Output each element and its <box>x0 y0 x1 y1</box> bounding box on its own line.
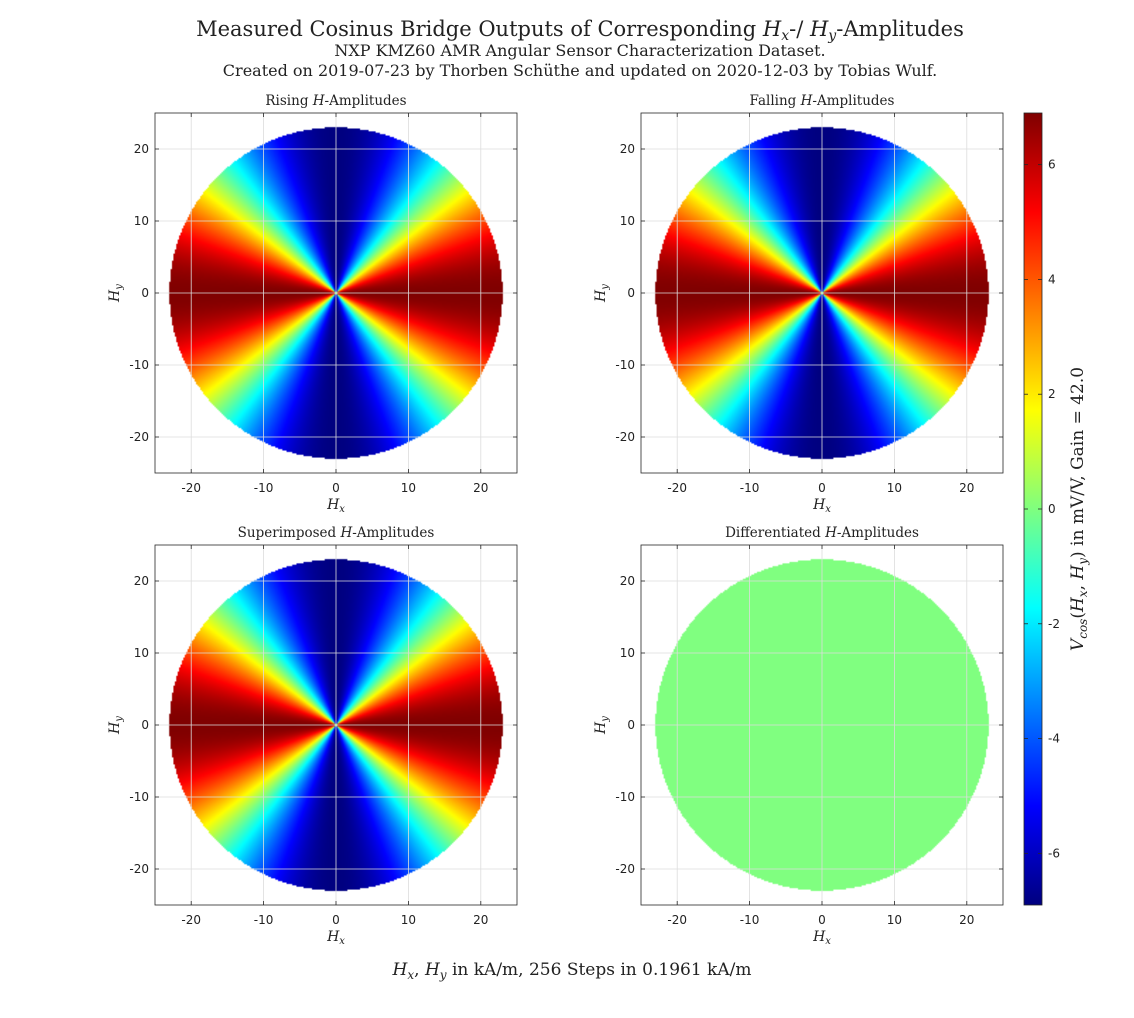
x-axis-label: Hx <box>812 929 831 947</box>
subplot-title: Falling H-Amplitudes <box>750 93 895 109</box>
x-tick-label: -20 <box>667 913 687 927</box>
y-tick-label: 20 <box>620 142 635 156</box>
subplot-title: Differentiated H-Amplitudes <box>725 525 919 541</box>
y-axis-label: Hy <box>107 284 125 303</box>
subplot-4: -20 -10 0 10 20 -20 -10 0 10 20 Differentiated H-A… <box>593 525 1004 947</box>
x-axis-label: Hx <box>812 497 831 515</box>
y-axis-label: Hy <box>107 716 125 735</box>
y-tick-label: 20 <box>134 142 149 156</box>
y-tick-label: 20 <box>620 574 635 588</box>
x-tick-label: -20 <box>181 481 201 495</box>
grid-lines <box>641 545 1003 905</box>
x-tick-label: 20 <box>959 913 974 927</box>
y-tick-label: -10 <box>129 358 149 372</box>
x-tick-label: 10 <box>401 913 416 927</box>
colorbar-tick-label: -6 <box>1048 846 1060 860</box>
grid-lines <box>155 545 517 905</box>
y-tick-label: -20 <box>615 862 635 876</box>
x-tick-label: -10 <box>740 913 760 927</box>
x-tick-label: -20 <box>667 481 687 495</box>
x-tick-label: 20 <box>473 481 488 495</box>
x-tick-label: 0 <box>818 913 826 927</box>
figure-title: Measured Cosinus Bridge Outputs of Corre… <box>196 17 964 44</box>
colorbar-tick-label: -2 <box>1048 617 1060 631</box>
colorbar-tick-label: 2 <box>1048 387 1056 401</box>
x-tick-label: 0 <box>332 481 340 495</box>
subplot-1: -20 -10 0 10 20 -20 -10 0 10 20 Rising H-Amplitude… <box>107 93 518 515</box>
colorbar-tick-label: 0 <box>1048 502 1056 516</box>
x-axis-label: Hx <box>326 497 345 515</box>
y-tick-label: -10 <box>129 790 149 804</box>
y-axis-label: Hy <box>593 716 611 735</box>
subplot-title: Rising H-Amplitudes <box>265 93 406 109</box>
colorbar-tick-label: -4 <box>1048 732 1060 746</box>
y-tick-label: 0 <box>627 286 635 300</box>
x-tick-label: -20 <box>181 913 201 927</box>
grid-lines <box>155 113 517 473</box>
y-tick-label: 0 <box>627 718 635 732</box>
y-tick-label: 10 <box>134 646 149 660</box>
colorbar-ticks: -6 -4 -2 0 2 4 6 <box>1024 158 1060 860</box>
y-tick-label: -10 <box>615 358 635 372</box>
figure-subtitle-1: NXP KMZ60 AMR Angular Sensor Characteriz… <box>334 41 825 60</box>
bottom-axis-label: Hx, Hy in kA/m, 256 Steps in 0.1961 kA/m <box>392 960 752 982</box>
subplot-2: -20 -10 0 10 20 -20 -10 0 10 20 Falling H-Amplitud… <box>593 93 1004 515</box>
y-tick-label: 10 <box>620 214 635 228</box>
x-tick-label: 10 <box>887 481 902 495</box>
x-tick-label: 0 <box>332 913 340 927</box>
figure-subtitle-2: Created on 2019-07-23 by Thorben Schüthe… <box>223 61 937 80</box>
grid-lines <box>641 113 1003 473</box>
y-tick-label: 20 <box>134 574 149 588</box>
subplot-panels: -20 -10 0 10 20 -20 -10 0 10 20 Rising H-Amplitude… <box>107 93 1004 947</box>
x-tick-label: 20 <box>473 913 488 927</box>
y-tick-label: 10 <box>620 646 635 660</box>
x-tick-label: 0 <box>818 481 826 495</box>
x-tick-label: -10 <box>740 481 760 495</box>
colorbar-tick-label: 4 <box>1048 272 1056 286</box>
colorbar-label: Vcos(Hx, Hy) in mV/V, Gain = 42.0 <box>1068 367 1090 651</box>
y-axis-label: Hy <box>593 284 611 303</box>
colorbar: -6 -4 -2 0 2 4 6 Vcos(Hx, Hy) in mV/V, Gain = … <box>1023 112 1090 906</box>
y-tick-label: -20 <box>129 862 149 876</box>
y-tick-label: 0 <box>141 286 149 300</box>
y-tick-label: 10 <box>134 214 149 228</box>
x-axis-label: Hx <box>326 929 345 947</box>
colorbar-gradient <box>1024 113 1042 905</box>
colorbar-tick-label: 6 <box>1048 158 1056 172</box>
y-tick-label: -10 <box>615 790 635 804</box>
y-tick-label: -20 <box>129 430 149 444</box>
x-tick-label: 10 <box>401 481 416 495</box>
x-tick-label: -10 <box>254 913 274 927</box>
x-tick-label: 10 <box>887 913 902 927</box>
y-tick-label: 0 <box>141 718 149 732</box>
y-tick-label: -20 <box>615 430 635 444</box>
subplot-3: -20 -10 0 10 20 -20 -10 0 10 20 Superimposed H-Amp… <box>107 525 518 947</box>
x-tick-label: 20 <box>959 481 974 495</box>
x-tick-label: -10 <box>254 481 274 495</box>
subplot-title: Superimposed H-Amplitudes <box>238 525 435 541</box>
